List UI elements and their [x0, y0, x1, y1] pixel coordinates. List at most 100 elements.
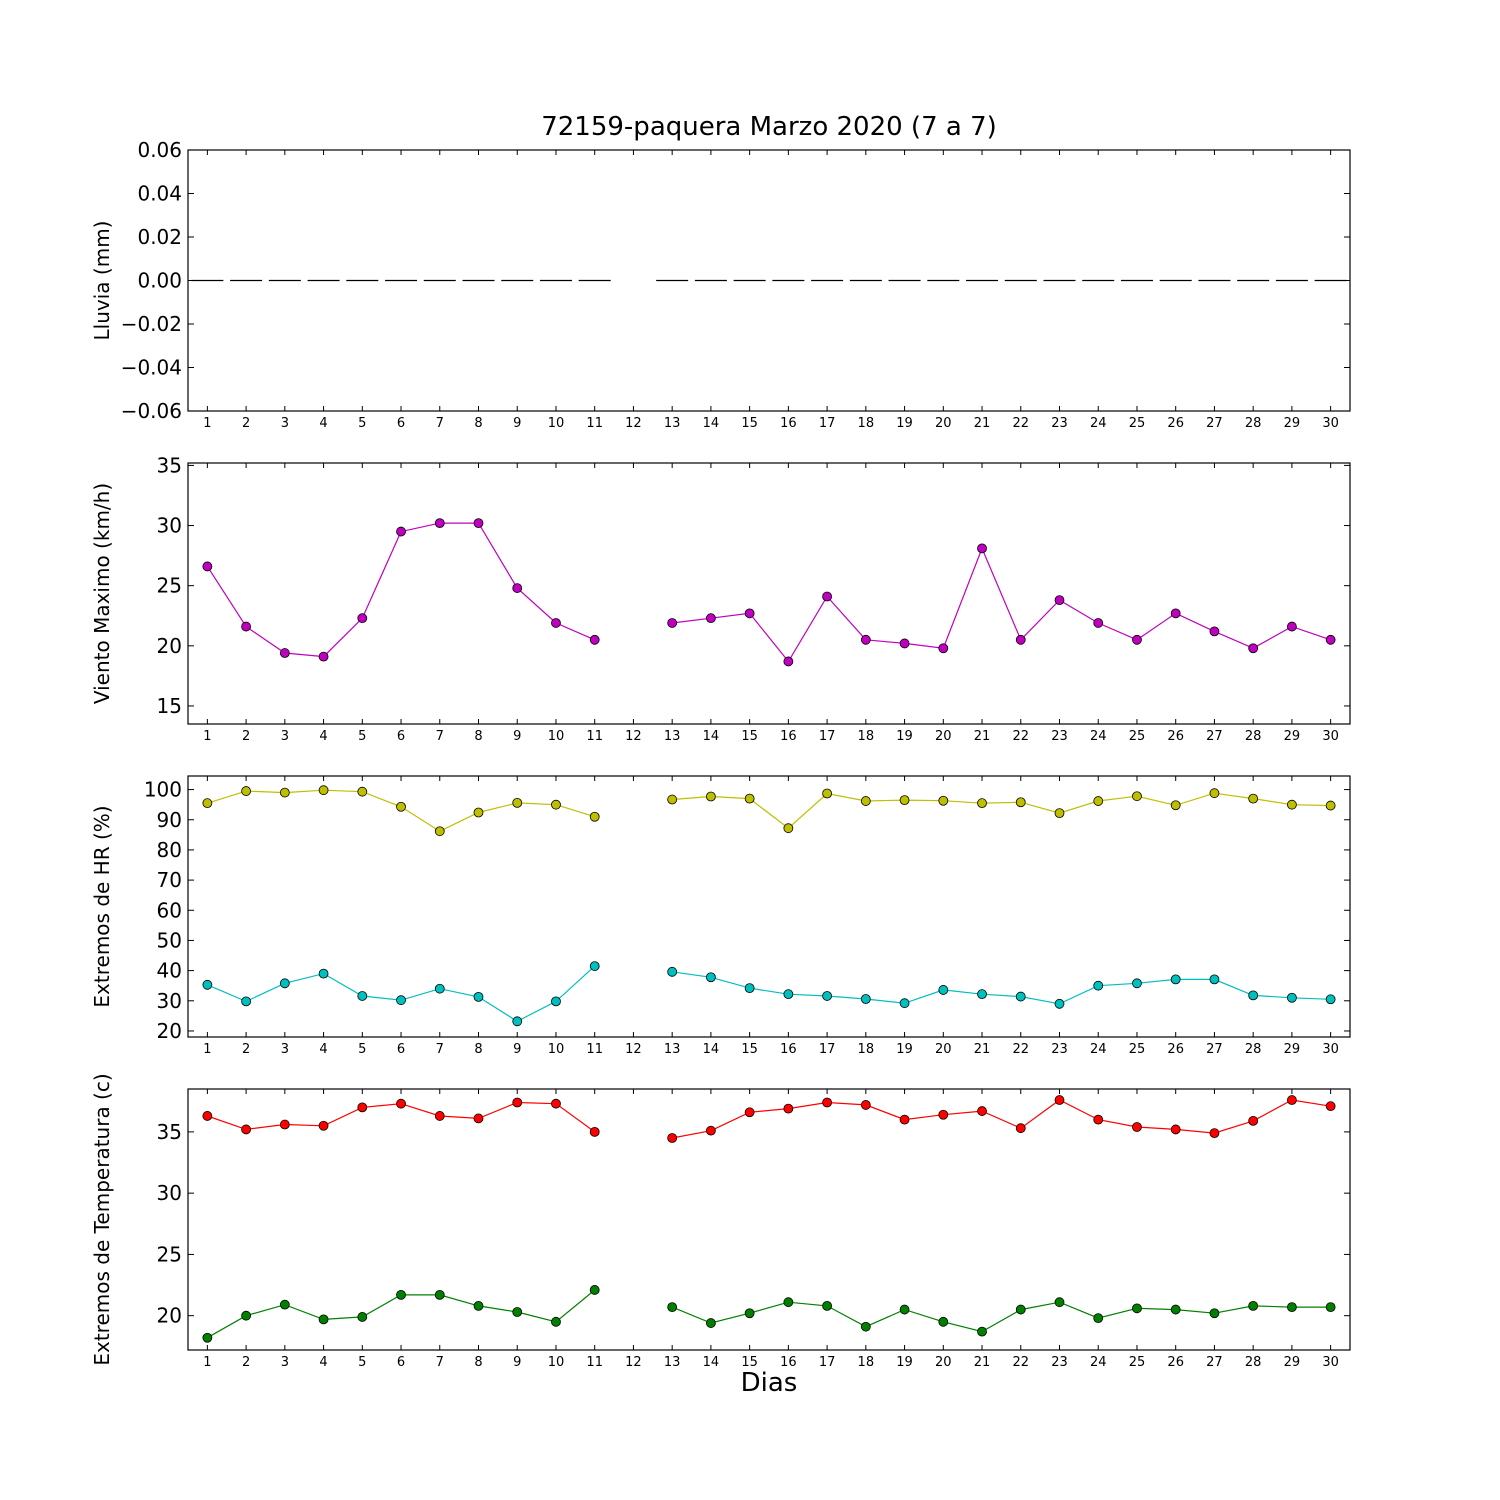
x-tick-label: 26	[1167, 729, 1184, 744]
x-tick-label: 3	[281, 729, 289, 744]
x-tick-label: 13	[664, 729, 681, 744]
data-point	[1093, 1313, 1104, 1324]
x-tick-label: 11	[586, 1355, 603, 1370]
data-point	[1054, 595, 1065, 606]
x-tick-label: 23	[1051, 1042, 1068, 1057]
data-point	[434, 1111, 445, 1121]
plot-frame	[187, 149, 1351, 412]
data-point	[783, 1297, 794, 1308]
x-tick-label: 7	[436, 1355, 444, 1370]
data-point	[1132, 978, 1142, 989]
x-tick-label: 20	[935, 1042, 952, 1057]
data-point	[318, 651, 329, 662]
y-tick-label: 0.02	[137, 225, 182, 249]
x-tick-label: 23	[1051, 416, 1068, 431]
x-tick-label: 21	[974, 729, 991, 744]
data-point	[434, 983, 445, 994]
data-point	[977, 543, 987, 554]
data-point	[1054, 998, 1065, 1009]
data-point	[860, 1321, 871, 1332]
x-tick-label: 10	[548, 416, 565, 431]
data-point	[1287, 1302, 1297, 1313]
x-tick-label: 16	[780, 729, 797, 744]
data-point	[202, 561, 213, 572]
y-axis-label: Extremos de Temperatura (c)	[90, 1073, 114, 1365]
x-tick-label: 3	[281, 1355, 289, 1370]
series-line-2	[207, 965, 596, 1022]
data-point	[1132, 634, 1142, 645]
data-point	[1248, 1300, 1259, 1311]
data-point	[434, 1289, 445, 1300]
x-tick-label: 6	[397, 416, 405, 431]
data-point	[860, 796, 871, 806]
data-point	[938, 1316, 949, 1327]
data-point	[1209, 1128, 1220, 1139]
x-tick-label: 30	[1322, 1355, 1339, 1370]
data-point	[551, 1098, 561, 1109]
data-point	[822, 991, 832, 1001]
x-tick-label: 9	[513, 416, 521, 431]
x-tick-label: 28	[1245, 729, 1262, 744]
data-point	[1015, 1304, 1026, 1315]
y-tick-label: 35	[157, 453, 182, 477]
data-point	[279, 787, 290, 798]
x-tick-label: 22	[1012, 416, 1029, 431]
x-tick-label: 3	[281, 416, 289, 431]
x-tick-label: 15	[741, 416, 758, 431]
data-point	[473, 807, 484, 818]
y-tick-label: 0.06	[137, 138, 182, 162]
x-tick-label: 11	[586, 1042, 603, 1057]
data-point	[202, 1111, 213, 1121]
y-axis-label: Extremos de HR (%)	[90, 805, 114, 1007]
x-tick-label: 12	[625, 1042, 642, 1057]
plot-frame	[187, 462, 1351, 725]
x-tick-label: 25	[1129, 1355, 1146, 1370]
data-point	[977, 989, 987, 1000]
x-tick-label: 20	[935, 729, 952, 744]
x-tick-label: 30	[1322, 416, 1339, 431]
x-tick-label: 9	[513, 729, 521, 744]
data-point	[1132, 791, 1142, 802]
x-tick-label: 15	[741, 1355, 758, 1370]
data-point	[744, 983, 755, 994]
y-tick-label: 20	[157, 1304, 182, 1328]
x-tick-label: 23	[1051, 729, 1068, 744]
x-tick-label: 24	[1090, 416, 1107, 431]
x-tick-label: 19	[896, 729, 913, 744]
data-point	[1170, 1124, 1181, 1135]
data-point	[279, 1299, 290, 1310]
x-tick-label: 10	[548, 1355, 565, 1370]
data-point	[241, 1310, 252, 1321]
x-tick-label: 3	[281, 1042, 289, 1057]
data-point	[551, 618, 561, 628]
data-point	[318, 1120, 329, 1131]
data-point	[396, 1289, 406, 1300]
data-point	[1132, 1122, 1142, 1132]
series-line-2	[671, 1301, 1331, 1333]
data-point	[706, 1125, 716, 1136]
series-line-1	[672, 546, 1331, 663]
x-tick-label: 25	[1129, 729, 1146, 744]
x-tick-label: 14	[703, 416, 720, 431]
data-point	[1209, 974, 1220, 985]
x-tick-label: 18	[858, 1355, 875, 1370]
x-tick-label: 6	[397, 729, 405, 744]
data-point	[822, 788, 832, 799]
y-tick-label: −0.02	[121, 312, 182, 336]
x-tick-label: 5	[358, 1355, 366, 1370]
y-tick-label: 0.00	[137, 269, 182, 293]
data-point	[822, 1300, 832, 1311]
y-tick-label: 40	[157, 959, 182, 983]
x-tick-label: 4	[319, 1042, 327, 1057]
x-tick-label: 16	[780, 1042, 797, 1057]
data-point	[1209, 1308, 1220, 1319]
x-tick-label: 2	[242, 1355, 250, 1370]
chart-title: 72159-paquera Marzo 2020 (7 a 7)	[541, 112, 997, 142]
data-point	[1015, 797, 1026, 808]
x-tick-label: 5	[358, 416, 366, 431]
data-point	[667, 618, 678, 628]
x-tick-label: 6	[397, 1355, 405, 1370]
x-tick-label: 20	[935, 1355, 952, 1370]
x-tick-label: 2	[242, 729, 250, 744]
